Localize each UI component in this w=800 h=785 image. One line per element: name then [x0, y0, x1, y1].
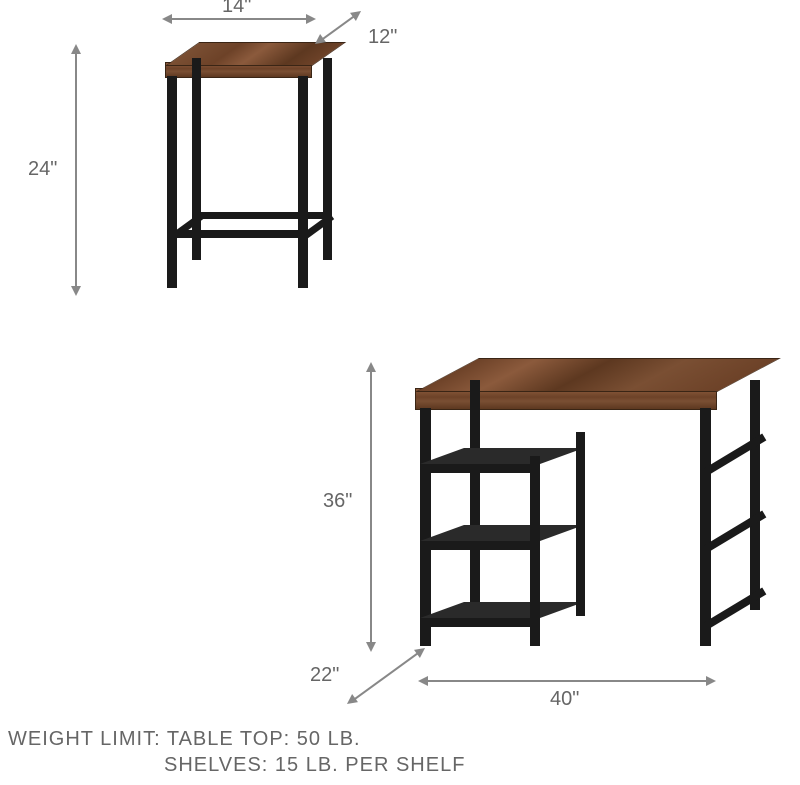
table-depth-arrow-right [414, 644, 428, 658]
stool-height-label: 24" [28, 158, 57, 181]
stool-leg-front-left [167, 76, 177, 288]
table-width-dim-line [424, 680, 710, 682]
table-shelf-inner-leg-back [576, 432, 585, 616]
table-depth-label: 22" [310, 664, 339, 687]
table-shelf-3-top [420, 602, 584, 618]
table-shelf-2 [420, 540, 540, 550]
stool-height-arrow-up [71, 44, 81, 54]
dimension-diagram: 24" 14" 12" 36" 40" 22" [0, 0, 800, 785]
stool-depth-arrow-right [350, 7, 364, 21]
table-height-arrow-down [366, 642, 376, 652]
weight-limit-line1: WEIGHT LIMIT: TABLE TOP: 50 LB. [8, 728, 361, 751]
stool-height-dim-line [75, 50, 77, 290]
table-shelf-inner-leg-front [530, 456, 540, 646]
table-leg-back-left [470, 380, 480, 610]
table-shelf-3 [420, 617, 540, 627]
stool-width-label: 14" [222, 0, 251, 18]
table-height-label: 36" [323, 490, 352, 513]
stool-depth-label: 12" [368, 26, 397, 49]
stool-stretcher-back [201, 212, 323, 219]
table-leg-front-right [700, 408, 711, 646]
weight-limit-prefix: WEIGHT LIMIT: [8, 728, 161, 750]
table-shelf-1 [420, 463, 540, 473]
stool-height-arrow-down [71, 286, 81, 296]
table-shelf-2-top [420, 525, 584, 541]
table-width-arrow-right [706, 676, 716, 686]
stool-stretcher-front [177, 230, 298, 238]
table-width-label: 40" [550, 688, 579, 711]
table-depth-dim-line [352, 651, 421, 702]
stool-width-arrow-left [162, 14, 172, 24]
stool-width-arrow-right [306, 14, 316, 24]
table-leg-front-left [420, 408, 431, 646]
table-width-arrow-left [418, 676, 428, 686]
stool-leg-back-right [323, 58, 332, 260]
stool-width-dim-line [168, 18, 310, 20]
table-leg-back-right [750, 380, 760, 610]
table-height-dim-line [370, 368, 372, 646]
table-height-arrow-up [366, 362, 376, 372]
weight-limit-table-top: TABLE TOP: 50 LB. [167, 728, 361, 750]
stool-depth-dim-line [320, 14, 356, 41]
weight-limit-shelves: SHELVES: 15 LB. PER SHELF [164, 754, 465, 776]
weight-limit-line2: SHELVES: 15 LB. PER SHELF [164, 754, 465, 777]
stool-leg-front-right [298, 76, 308, 288]
